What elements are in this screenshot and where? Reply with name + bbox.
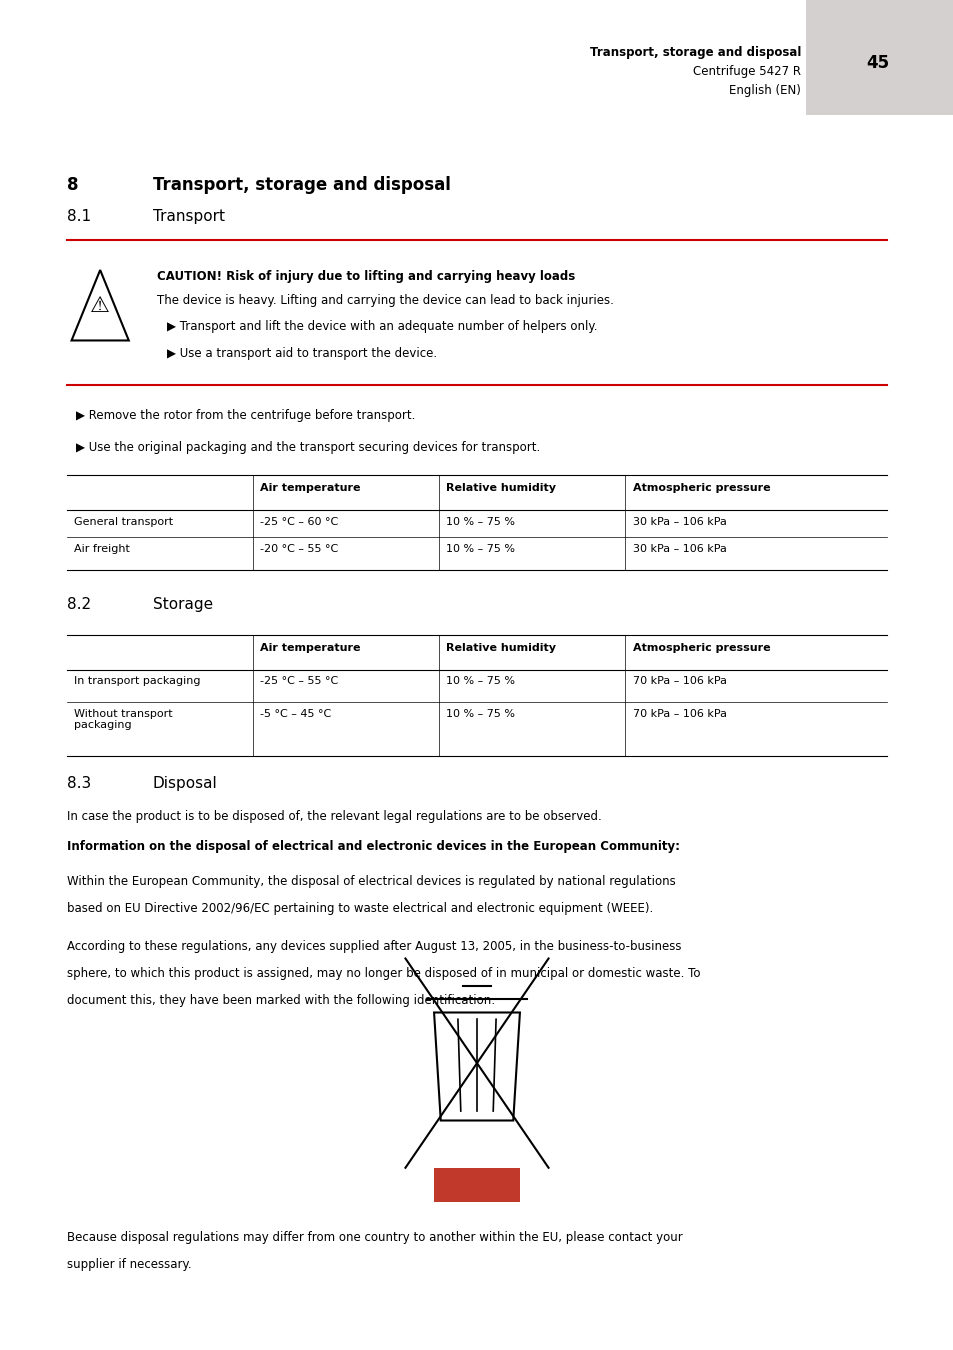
Text: 30 kPa – 106 kPa: 30 kPa – 106 kPa <box>632 517 725 526</box>
Text: 10 % – 75 %: 10 % – 75 % <box>446 517 515 526</box>
Text: based on EU Directive 2002/96/EC pertaining to waste electrical and electronic e: based on EU Directive 2002/96/EC pertain… <box>67 902 653 915</box>
Text: ▶ Transport and lift the device with an adequate number of helpers only.: ▶ Transport and lift the device with an … <box>167 320 597 333</box>
Text: Centrifuge 5427 R: Centrifuge 5427 R <box>693 65 801 78</box>
FancyBboxPatch shape <box>434 1168 519 1202</box>
Text: In transport packaging: In transport packaging <box>74 676 201 686</box>
Text: 8.3: 8.3 <box>67 776 91 791</box>
Text: English (EN): English (EN) <box>729 84 801 97</box>
Text: Air freight: Air freight <box>74 544 131 554</box>
Text: The device is heavy. Lifting and carrying the device can lead to back injuries.: The device is heavy. Lifting and carryin… <box>157 294 614 308</box>
Text: 70 kPa – 106 kPa: 70 kPa – 106 kPa <box>632 709 726 718</box>
Text: Relative humidity: Relative humidity <box>446 643 556 652</box>
Text: 8.1: 8.1 <box>67 209 91 224</box>
Text: Atmospheric pressure: Atmospheric pressure <box>632 643 769 652</box>
Text: -5 °C – 45 °C: -5 °C – 45 °C <box>260 709 332 718</box>
Text: 8.2: 8.2 <box>67 597 91 612</box>
Text: Air temperature: Air temperature <box>260 643 360 652</box>
Text: Without transport
packaging: Without transport packaging <box>74 709 172 730</box>
Text: -25 °C – 60 °C: -25 °C – 60 °C <box>260 517 338 526</box>
Text: supplier if necessary.: supplier if necessary. <box>67 1258 192 1272</box>
Text: In case the product is to be disposed of, the relevant legal regulations are to : In case the product is to be disposed of… <box>67 810 601 824</box>
Text: CAUTION! Risk of injury due to lifting and carrying heavy loads: CAUTION! Risk of injury due to lifting a… <box>157 270 575 284</box>
Text: ⚠: ⚠ <box>91 297 110 316</box>
Text: Within the European Community, the disposal of electrical devices is regulated b: Within the European Community, the dispo… <box>67 875 675 888</box>
Text: Because disposal regulations may differ from one country to another within the E: Because disposal regulations may differ … <box>67 1231 681 1245</box>
Text: 45: 45 <box>865 54 888 73</box>
Text: 8: 8 <box>67 176 78 193</box>
Text: 30 kPa – 106 kPa: 30 kPa – 106 kPa <box>632 544 725 554</box>
Text: Disposal: Disposal <box>152 776 217 791</box>
Text: -20 °C – 55 °C: -20 °C – 55 °C <box>260 544 338 554</box>
Text: document this, they have been marked with the following identification:: document this, they have been marked wit… <box>67 994 495 1007</box>
Text: According to these regulations, any devices supplied after August 13, 2005, in t: According to these regulations, any devi… <box>67 940 680 953</box>
Text: Transport: Transport <box>152 209 224 224</box>
Text: ▶ Use the original packaging and the transport securing devices for transport.: ▶ Use the original packaging and the tra… <box>76 441 540 455</box>
Text: Air temperature: Air temperature <box>260 483 360 493</box>
Text: Transport, storage and disposal: Transport, storage and disposal <box>589 46 801 59</box>
Text: 10 % – 75 %: 10 % – 75 % <box>446 676 515 686</box>
FancyBboxPatch shape <box>805 0 953 115</box>
Text: 70 kPa – 106 kPa: 70 kPa – 106 kPa <box>632 676 726 686</box>
Text: ▶ Remove the rotor from the centrifuge before transport.: ▶ Remove the rotor from the centrifuge b… <box>76 409 416 423</box>
Text: Transport, storage and disposal: Transport, storage and disposal <box>152 176 450 193</box>
Text: General transport: General transport <box>74 517 173 526</box>
Text: Information on the disposal of electrical and electronic devices in the European: Information on the disposal of electrica… <box>67 840 679 853</box>
Text: -25 °C – 55 °C: -25 °C – 55 °C <box>260 676 338 686</box>
Text: 10 % – 75 %: 10 % – 75 % <box>446 544 515 554</box>
Text: sphere, to which this product is assigned, may no longer be disposed of in munic: sphere, to which this product is assigne… <box>67 967 700 980</box>
Text: Atmospheric pressure: Atmospheric pressure <box>632 483 769 493</box>
Text: 10 % – 75 %: 10 % – 75 % <box>446 709 515 718</box>
Text: Relative humidity: Relative humidity <box>446 483 556 493</box>
Text: ▶ Use a transport aid to transport the device.: ▶ Use a transport aid to transport the d… <box>167 347 436 360</box>
Text: Storage: Storage <box>152 597 213 612</box>
